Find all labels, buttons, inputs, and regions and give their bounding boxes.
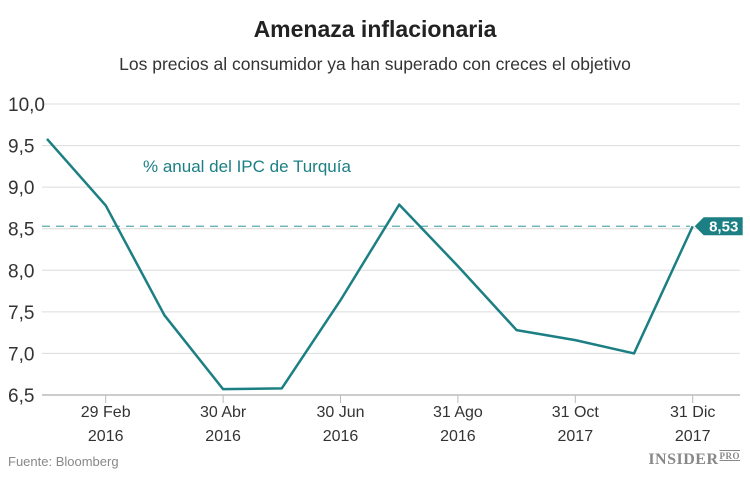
x-tick-label: 30 Jun (316, 404, 364, 421)
x-tick-label: 30 Abr (200, 404, 247, 421)
y-tick-label: 9,5 (8, 137, 34, 158)
value-badge (694, 217, 743, 236)
chart-title: Amenaza inflacionaria (253, 16, 497, 42)
y-tick-label: 6,5 (8, 386, 34, 407)
y-tick-label: 10,0 (8, 95, 45, 116)
x-tick-label-year: 2016 (88, 428, 124, 445)
y-tick-label: 8,5 (8, 220, 34, 241)
x-tick-label-year: 2016 (205, 428, 241, 445)
x-tick-label: 31 Ago (433, 404, 483, 421)
x-tick-label: 31 Dic (670, 404, 715, 421)
x-tick-label-year: 2016 (440, 428, 476, 445)
x-tick-label: 29 Feb (81, 404, 131, 421)
x-tick-label-year: 2017 (675, 428, 711, 445)
x-tick-label-year: 2017 (558, 428, 594, 445)
y-tick-label: 7,5 (8, 303, 34, 324)
x-tick-label: 31 Oct (552, 404, 600, 421)
x-tick-label-year: 2016 (323, 428, 359, 445)
y-tick-label: 7,0 (8, 344, 34, 365)
insider-pro-logo: INSIDERPRO (648, 451, 740, 469)
logo-main: INSIDER (648, 451, 719, 468)
logo-suffix: PRO (719, 451, 740, 461)
last-value-label: 8,53 (709, 219, 738, 236)
chart-subtitle: Los precios al consumidor ya han superad… (119, 54, 631, 74)
series-label: % anual del IPC de Turquía (143, 157, 351, 176)
y-tick-label: 9,0 (8, 178, 34, 199)
y-tick-label: 8,0 (8, 261, 34, 282)
series-line (46, 138, 694, 391)
source-note: Fuente: Bloomberg (8, 454, 119, 469)
